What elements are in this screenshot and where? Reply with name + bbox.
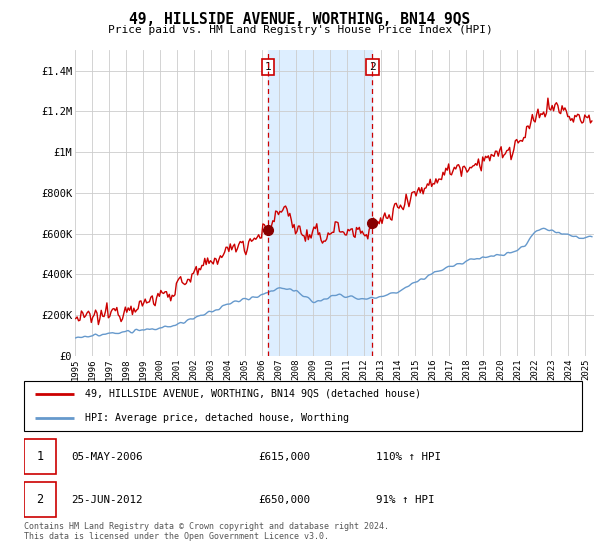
Text: 25-JUN-2012: 25-JUN-2012 [71, 495, 143, 505]
FancyBboxPatch shape [24, 482, 56, 517]
Text: HPI: Average price, detached house, Worthing: HPI: Average price, detached house, Wort… [85, 413, 349, 423]
Text: 05-MAY-2006: 05-MAY-2006 [71, 452, 143, 461]
Text: £615,000: £615,000 [259, 452, 310, 461]
FancyBboxPatch shape [24, 381, 582, 431]
Bar [268, 50, 373, 356]
Text: 2: 2 [37, 493, 44, 506]
Text: Price paid vs. HM Land Registry's House Price Index (HPI): Price paid vs. HM Land Registry's House … [107, 25, 493, 35]
Text: Contains HM Land Registry data © Crown copyright and database right 2024.
This d: Contains HM Land Registry data © Crown c… [24, 522, 389, 542]
Text: 2: 2 [369, 62, 376, 72]
Text: 1: 1 [265, 62, 272, 72]
Text: 49, HILLSIDE AVENUE, WORTHING, BN14 9QS: 49, HILLSIDE AVENUE, WORTHING, BN14 9QS [130, 12, 470, 27]
Text: 49, HILLSIDE AVENUE, WORTHING, BN14 9QS (detached house): 49, HILLSIDE AVENUE, WORTHING, BN14 9QS … [85, 389, 421, 399]
Text: 91% ↑ HPI: 91% ↑ HPI [376, 495, 434, 505]
FancyBboxPatch shape [24, 439, 56, 474]
Text: 110% ↑ HPI: 110% ↑ HPI [376, 452, 440, 461]
Text: £650,000: £650,000 [259, 495, 310, 505]
Text: 1: 1 [37, 450, 44, 463]
